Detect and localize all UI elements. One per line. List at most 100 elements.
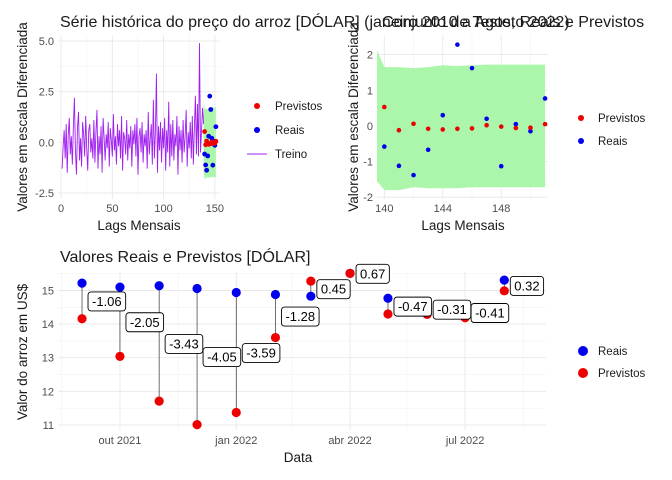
diff-label: -0.31 — [432, 299, 472, 320]
diff-label: -0.47 — [393, 296, 433, 317]
diff-label: 0.32 — [509, 275, 545, 296]
diff-label-text: -1.06 — [92, 294, 122, 309]
legend-reais: Reais — [598, 136, 628, 148]
diff-label-box — [355, 263, 390, 284]
interval-band — [377, 50, 546, 191]
x-tick-label: jan 2022 — [214, 435, 257, 447]
y-tick-label: 14 — [42, 319, 54, 331]
legend-previstos-marker — [578, 368, 588, 378]
legend-treino: Treino — [275, 149, 307, 161]
x-tick-label: 148 — [492, 203, 510, 215]
test-x-label: Lags Mensais — [421, 218, 505, 233]
point-reais — [411, 172, 416, 178]
point-previstos — [213, 138, 219, 144]
diff-label-text: -0.41 — [475, 306, 505, 321]
point-reais — [425, 147, 431, 153]
y-tick-label: 12 — [42, 386, 54, 398]
values-y-ticks: 11 12 13 14 15 — [42, 285, 54, 431]
point-previstos — [542, 121, 548, 127]
point-previstos — [383, 309, 393, 319]
y-tick-label: 2.5 — [39, 87, 54, 99]
history-x-label: Lags Mensais — [97, 218, 181, 233]
diff-label: -1.06 — [87, 291, 127, 312]
point-previstos — [231, 407, 241, 418]
x-tick-label: 140 — [375, 203, 393, 215]
test-title: Conjunto de Teste, Reais e Previstos — [382, 14, 644, 31]
point-previstos — [306, 276, 316, 286]
x-tick-label: jul 2022 — [445, 435, 485, 447]
point-reais — [469, 65, 475, 71]
values-legend: Reais Previstos — [578, 346, 646, 380]
diff-label-text: -4.05 — [207, 350, 237, 365]
legend-previstos-marker — [578, 115, 584, 121]
history-legend: Previstos Reais Treino — [247, 101, 323, 161]
point-reais — [513, 121, 519, 127]
diff-label: 0.45 — [316, 279, 351, 300]
test-points — [382, 42, 548, 178]
diff-label-text: 0.67 — [360, 266, 385, 281]
point-previstos — [498, 124, 504, 129]
point-reais — [306, 291, 316, 301]
history-y-label: Valores em escala Diferenciada — [15, 22, 30, 212]
diff-label-text: 0.45 — [321, 282, 346, 297]
y-tick-label: 11 — [43, 420, 54, 432]
x-tick-label: 100 — [154, 203, 172, 215]
values-x-ticks: out 2021 jan 2022 abr 2022 jul 2022 — [99, 435, 485, 447]
point-previstos — [411, 121, 416, 127]
legend-reais: Reais — [275, 125, 305, 137]
diff-label-text: -0.31 — [437, 302, 467, 317]
x-tick-label: 50 — [106, 203, 118, 215]
point-previstos — [469, 126, 475, 131]
point-reais — [154, 281, 164, 291]
diff-label-box — [509, 275, 545, 296]
test-interval-band — [377, 50, 546, 191]
legend-previstos: Previstos — [275, 101, 323, 113]
diff-label: -3.59 — [241, 343, 281, 363]
diff-label-box — [393, 296, 433, 317]
point-previstos — [528, 125, 533, 130]
diff-label-text: -3.59 — [246, 346, 276, 361]
x-tick-label: 144 — [434, 203, 452, 215]
point-previstos — [396, 127, 402, 133]
point-reais — [210, 162, 216, 168]
y-tick-label: 5.0 — [39, 36, 54, 48]
diff-label: -0.41 — [470, 303, 510, 323]
point-reais — [528, 128, 533, 134]
point-reais — [484, 116, 489, 122]
diff-label: -4.05 — [202, 347, 242, 367]
point-reais — [440, 112, 446, 118]
diff-label-text: 0.32 — [514, 278, 539, 293]
point-previstos — [440, 127, 446, 132]
y-tick-label: 1 — [367, 85, 373, 97]
point-reais — [542, 96, 548, 101]
series-treino-line — [61, 43, 205, 175]
panel-test: 140 144 148 -2 -1 0 1 2 Lags Mensais Valores e… — [346, 22, 646, 233]
point-previstos — [455, 126, 460, 132]
point-reais — [192, 283, 202, 294]
values-grid — [58, 272, 546, 430]
point-previstos — [345, 268, 355, 278]
x-tick-label: out 2021 — [99, 435, 142, 447]
point-reais — [213, 124, 219, 130]
point-reais — [270, 289, 281, 300]
diff-label-box — [202, 347, 242, 367]
point-previstos — [499, 286, 509, 296]
point-reais — [203, 162, 209, 168]
point-reais — [204, 167, 210, 173]
values-diff-labels: -1.06 -2.05 -3.43 -4.05 -3.59 -1.28 0.45 0.67 -0… — [87, 263, 545, 367]
diff-label: -1.28 — [281, 306, 320, 327]
point-reais — [498, 163, 504, 169]
legend-reais-marker — [578, 346, 588, 356]
test-legend: Previstos Reais — [578, 113, 646, 148]
point-reais — [382, 144, 387, 149]
point-previstos — [484, 122, 489, 128]
x-tick-label: abr 2022 — [328, 435, 371, 447]
point-reais — [396, 163, 402, 169]
diff-label-text: -3.43 — [169, 336, 199, 351]
panel-values: Valores Reais e Previstos [DÓLAR] -1.06-… — [15, 247, 646, 465]
point-reais — [77, 278, 87, 288]
point-reais — [208, 107, 214, 112]
y-tick-label: 2 — [367, 50, 373, 62]
diff-label-box — [87, 291, 127, 312]
x-tick-label: 150 — [206, 203, 224, 215]
